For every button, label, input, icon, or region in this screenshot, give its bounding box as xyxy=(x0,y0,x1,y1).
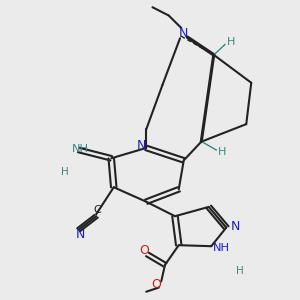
Text: N: N xyxy=(75,228,85,241)
Text: O: O xyxy=(139,244,149,257)
Text: H: H xyxy=(227,38,236,47)
Text: H: H xyxy=(218,147,227,157)
Text: NH: NH xyxy=(213,243,230,253)
Text: N: N xyxy=(179,27,188,40)
Text: H: H xyxy=(61,167,69,177)
Text: O: O xyxy=(151,278,161,291)
Text: N: N xyxy=(136,140,146,152)
Text: C: C xyxy=(94,205,101,215)
Text: N: N xyxy=(230,220,240,233)
Text: NH: NH xyxy=(71,144,88,154)
Text: H: H xyxy=(236,266,244,276)
